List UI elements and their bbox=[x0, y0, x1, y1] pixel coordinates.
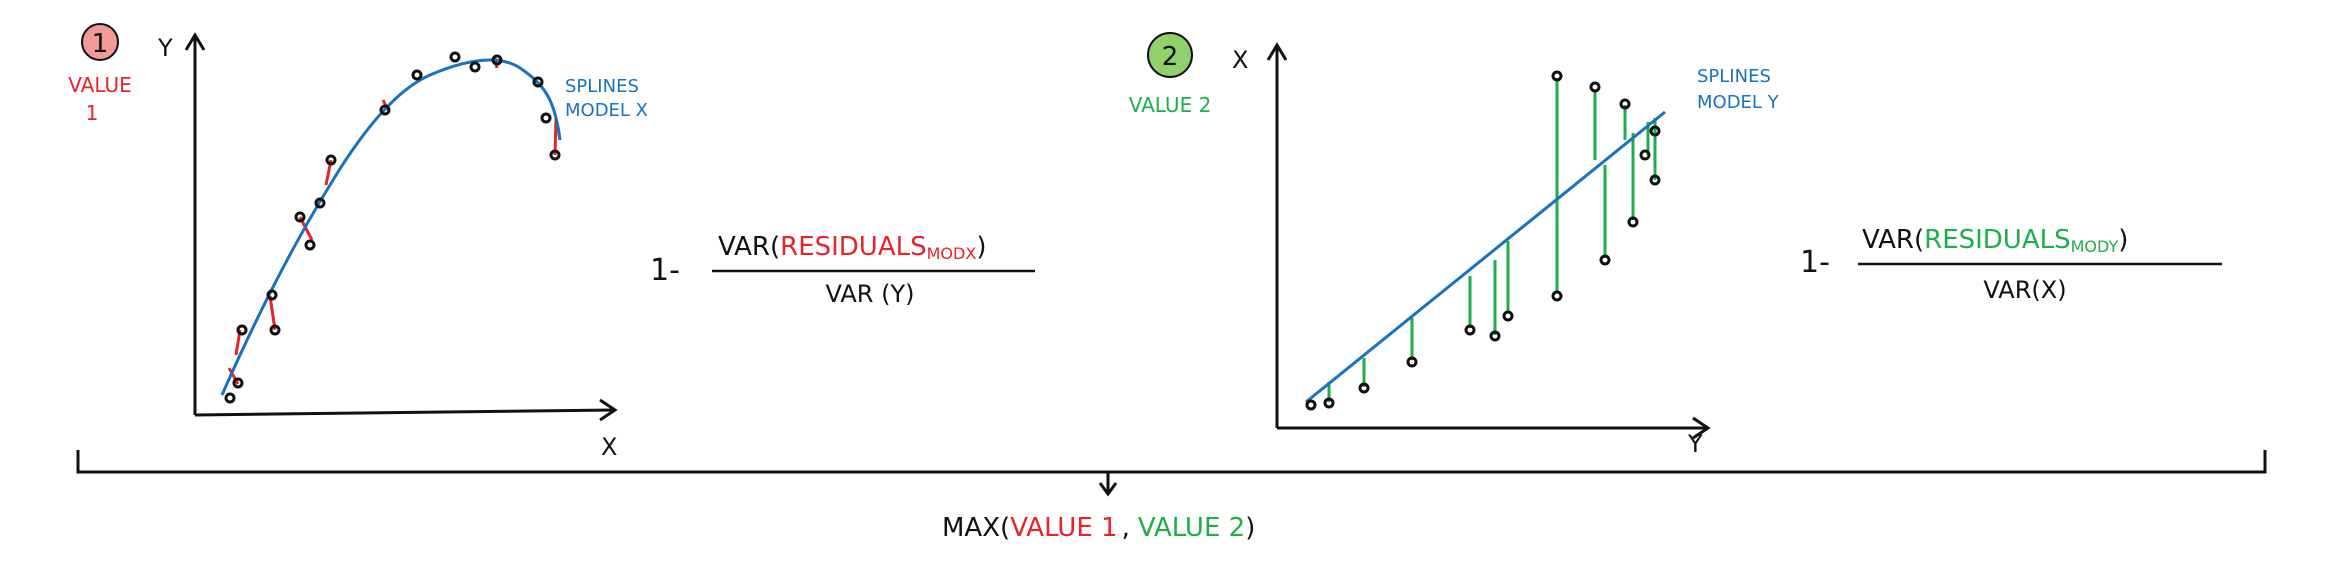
panel-2: 2 VALUE 2 X Y bbox=[1129, 32, 2222, 458]
badge-1-circle bbox=[81, 23, 119, 61]
panel-1-y-axis-label: Y bbox=[157, 34, 173, 62]
panel-1-model-label-line2: MODEL X bbox=[565, 100, 648, 121]
panel-1-x-axis bbox=[194, 408, 616, 417]
badge-1-number: 1 bbox=[92, 29, 109, 59]
panel-1-model-label-line1: SPLINES bbox=[565, 76, 639, 97]
panel-1-points bbox=[224, 51, 561, 404]
badge-2-circle bbox=[1147, 32, 1193, 78]
max-expression: MAX(VALUE 1, VALUE 2) bbox=[942, 513, 1255, 543]
badge-2-number: 2 bbox=[1162, 42, 1179, 72]
panel-2-residuals bbox=[1327, 78, 1657, 402]
formula-1-prefix: 1- bbox=[650, 253, 680, 288]
panel-1-spline-curve bbox=[220, 58, 562, 396]
formula-1-numerator: VAR(RESIDUALSMODX) bbox=[718, 232, 986, 263]
value-1-number: 1 bbox=[86, 101, 99, 125]
panel-2-x-arrow bbox=[1692, 416, 1711, 440]
formula-2-prefix: 1- bbox=[1800, 245, 1830, 280]
panel-1: 1 VALUE 1 Y X bbox=[68, 23, 1035, 461]
panel-2-model-line bbox=[1305, 110, 1666, 404]
formula-2-denominator: VAR(X) bbox=[1983, 276, 2066, 304]
panel-1-x-arrow bbox=[599, 398, 618, 422]
panel-2-points bbox=[1305, 70, 1661, 411]
bracket-line bbox=[76, 450, 2267, 474]
panel-2-model-label-line2: MODEL Y bbox=[1697, 92, 1780, 113]
bottom-bracket: MAX(VALUE 1, VALUE 2) bbox=[76, 450, 2267, 543]
value-2-label: VALUE 2 bbox=[1129, 93, 1212, 117]
panel-2-x-axis-label: Y bbox=[1687, 430, 1703, 458]
formula-2-numerator: VAR(RESIDUALSMODY) bbox=[1862, 225, 2128, 256]
panel-1-residuals bbox=[227, 57, 562, 385]
value-1-label: VALUE bbox=[68, 73, 132, 97]
formula-1-denominator: VAR (Y) bbox=[826, 280, 915, 308]
down-arrow bbox=[1098, 472, 1118, 497]
panel-2-y-axis-label: X bbox=[1232, 46, 1248, 74]
panel-1-y-arrow bbox=[184, 32, 206, 51]
panel-2-model-label-line1: SPLINES bbox=[1697, 66, 1771, 87]
panel-2-y-arrow bbox=[1266, 42, 1288, 61]
panel-1-x-axis-label: X bbox=[601, 433, 617, 461]
